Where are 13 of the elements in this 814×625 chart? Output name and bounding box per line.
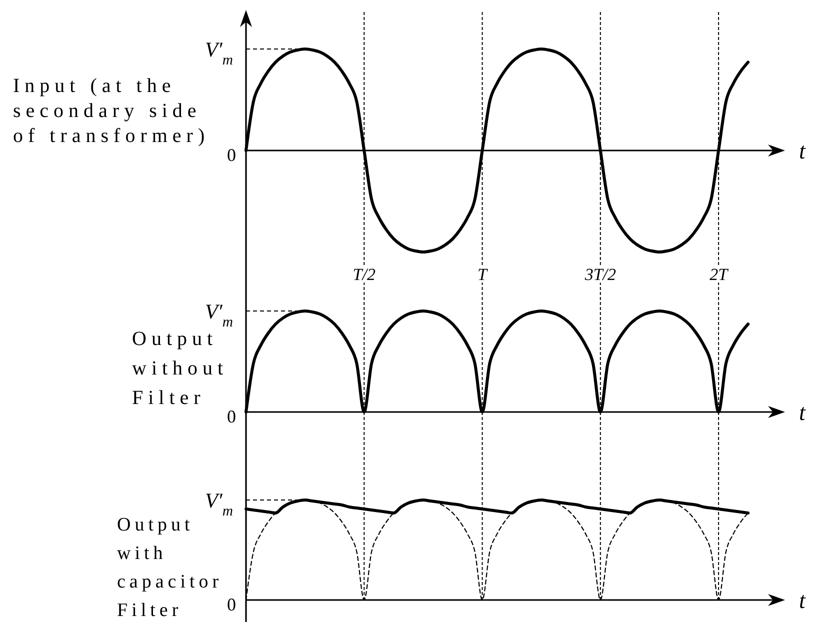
- text: 0: [227, 406, 236, 426]
- x-axis-title: t: [799, 400, 806, 426]
- x-tick-label: 2T: [710, 265, 730, 284]
- text: 0: [227, 144, 236, 165]
- y-axis-title: Input (at the secondary side of transformer): [13, 75, 210, 147]
- ref-line-label: V′$_{m}$: [204, 37, 233, 68]
- ref-line-label: V′$_{m}$: [204, 299, 233, 330]
- y-axis-title: Output without Filter: [132, 328, 228, 409]
- text: 0: [227, 594, 236, 614]
- x-axis-title: t: [799, 588, 806, 614]
- x-axis-title: t: [799, 138, 806, 164]
- x-tick-label: T/2: [352, 265, 376, 284]
- x-tick-label: 3T/2: [584, 265, 616, 284]
